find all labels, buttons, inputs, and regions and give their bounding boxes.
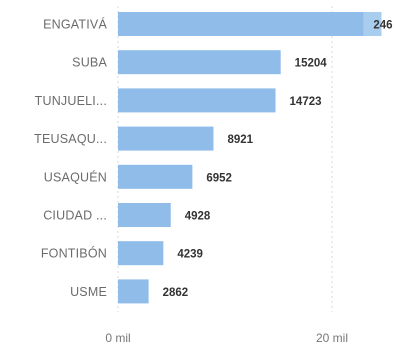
bars [118,12,382,304]
category-label-2: TUNJUELI... [35,94,107,108]
value-label-3: 8921 [227,134,253,146]
category-label-3: TEUSAQU... [34,132,107,146]
x-tick-label-1: 20 mil [316,331,348,345]
category-label-0: ENGATIVÁ [43,17,107,32]
category-label-5: CIUDAD ... [43,209,107,223]
value-label-7: 2862 [163,287,189,299]
value-label-2: 14723 [290,96,322,108]
bar-6[interactable] [118,241,164,266]
value-label-0: 24609 [373,20,393,32]
value-label-5: 4928 [185,211,211,223]
bar-highlight-0 [363,12,382,36]
bar-1[interactable] [118,50,281,75]
bar-3[interactable] [118,126,214,151]
value-label-6: 4239 [177,249,203,261]
bar-7[interactable] [118,279,149,304]
category-label-1: SUBA [72,56,107,70]
value-labels: 24609 15204 14723 8921 6952 4928 4239 2862 [163,20,393,299]
bar-4[interactable] [118,164,193,189]
bar-0[interactable] [118,12,382,36]
x-tick-label-0: 0 mil [105,331,130,345]
category-label-4: USAQUÉN [44,169,107,184]
category-labels: ENGATIVÁ SUBA TUNJUELI... TEUSAQU... USAQUÉN… [34,17,107,299]
bar-2[interactable] [118,88,276,113]
value-label-1: 15204 [295,58,328,70]
category-label-6: FONTIBÓN [41,246,107,261]
bar-5[interactable] [118,203,171,227]
value-label-4: 6952 [206,172,232,184]
x-axis-ticks: 0 mil 20 mil [105,331,348,345]
category-label-7: USME [70,285,107,299]
